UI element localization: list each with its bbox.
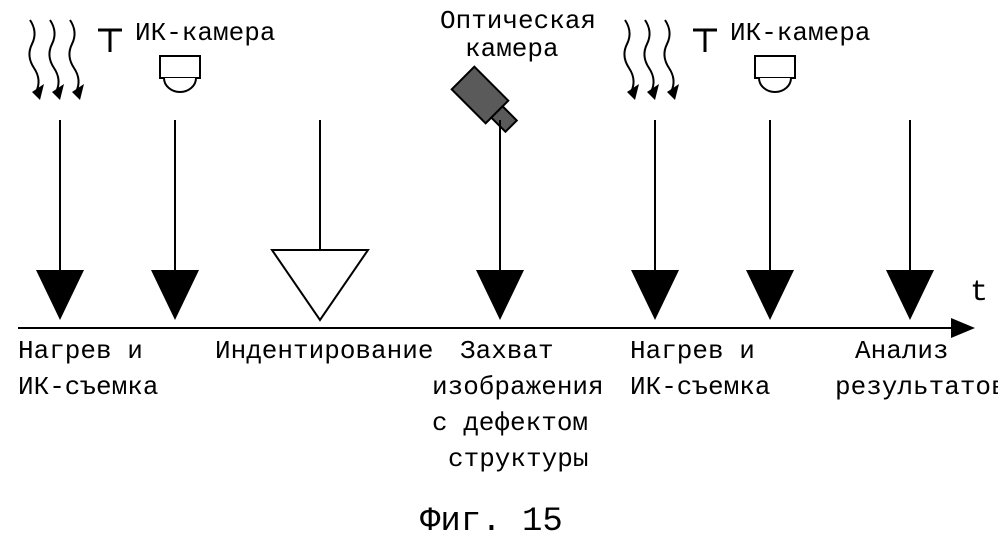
optical-camera-label-1: Оптическая bbox=[440, 6, 596, 36]
temp-symbol-icon bbox=[98, 30, 122, 52]
optical-camera-label-2: камера bbox=[465, 34, 559, 64]
temp-symbol-icon-2 bbox=[693, 30, 717, 52]
stage-heat1-line1: Нагрев и bbox=[18, 336, 143, 366]
optical-camera-icon bbox=[452, 67, 523, 138]
stage-optical-line1: Захват bbox=[460, 336, 554, 366]
stage-heat2-line1: Нагрев и bbox=[630, 336, 755, 366]
stage-indent-line1: Индентирование bbox=[215, 336, 433, 366]
figure-caption: Фиг. 15 bbox=[420, 503, 563, 541]
stage-optical-line2: изображения bbox=[432, 372, 604, 402]
arrow-heat2 bbox=[631, 120, 679, 320]
arrow-analysis bbox=[886, 120, 934, 320]
indent-arrow-icon bbox=[272, 120, 368, 320]
stage-optical-line3: с дефектом bbox=[432, 408, 588, 438]
stage-heat1-line2: ИК-съемка bbox=[18, 372, 158, 402]
stage-optical-line4: структуры bbox=[448, 444, 588, 474]
arrow-heat1 bbox=[36, 120, 84, 320]
heat-waves-icon-2 bbox=[624, 20, 679, 100]
timeline-diagram: t Нагрев и ИК-съемка ИК-камера Индентиро… bbox=[0, 0, 998, 556]
stage-heat1: Нагрев и ИК-съемка bbox=[18, 20, 158, 402]
ir-camera-icon-2 bbox=[755, 56, 795, 92]
stage-ikcam2: ИК-камера bbox=[730, 18, 870, 320]
stage-heat2-line2: ИК-съемка bbox=[630, 372, 770, 402]
arrow-ikcam2 bbox=[746, 120, 794, 320]
stage-indent: Индентирование bbox=[215, 120, 433, 366]
ir-camera-icon bbox=[160, 56, 200, 92]
stage-heat2: Нагрев и ИК-съемка bbox=[624, 20, 770, 402]
stage-ikcam1: ИК-камера bbox=[135, 18, 275, 320]
axis-label: t bbox=[970, 276, 988, 310]
ik-camera-label-2: ИК-камера bbox=[730, 18, 870, 48]
heat-waves-icon bbox=[29, 20, 84, 100]
stage-analysis-line2: результатов bbox=[835, 372, 998, 402]
stage-analysis-line1: Анализ bbox=[855, 336, 949, 366]
arrow-ikcam1 bbox=[151, 120, 199, 320]
ik-camera-label-1: ИК-камера bbox=[135, 18, 275, 48]
stage-optical: Оптическая камера Захват изображения с д… bbox=[432, 6, 604, 474]
arrow-optical bbox=[476, 120, 524, 320]
stage-analysis: Анализ результатов bbox=[835, 120, 998, 402]
